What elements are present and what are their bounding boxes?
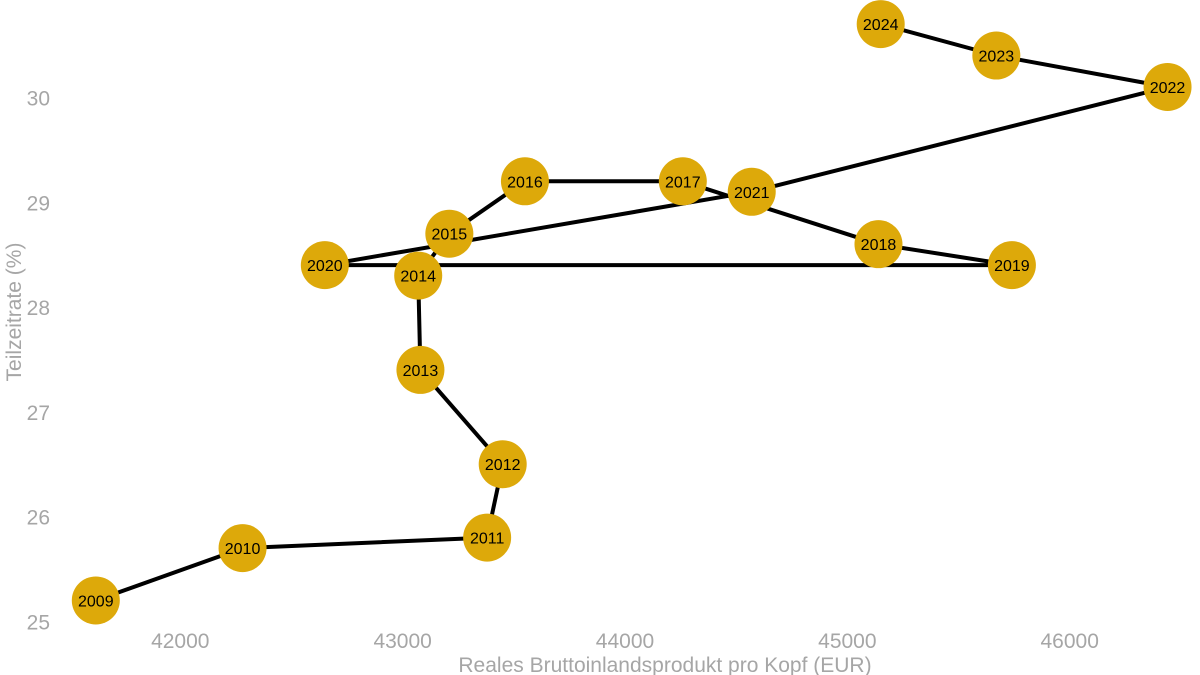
x-tick-label: 46000 [1041, 630, 1099, 653]
x-tick-label: 42000 [151, 630, 209, 653]
y-tick-label: 28 [27, 297, 50, 320]
x-axis-ticks: 42000 43000 44000 45000 46000 [151, 630, 1099, 653]
point-marker [71, 576, 120, 625]
data-points-group: 2009 2010 2011 2012 2013 2014 2015 2016 2017 2018… [71, 0, 1192, 625]
point-marker [425, 209, 474, 258]
data-point-2010: 2010 [218, 524, 267, 573]
point-label: 2016 [507, 174, 543, 191]
point-label: 2024 [863, 17, 899, 34]
x-tick-label: 43000 [373, 630, 431, 653]
point-label: 2017 [665, 174, 701, 191]
y-tick-label: 29 [27, 192, 50, 215]
point-marker [727, 167, 776, 216]
point-label: 2019 [994, 258, 1030, 275]
point-label: 2022 [1150, 80, 1186, 97]
y-tick-label: 25 [27, 611, 50, 634]
point-marker [987, 241, 1036, 290]
data-point-2014: 2014 [394, 251, 443, 300]
x-tick-label: 45000 [818, 630, 876, 653]
point-marker [972, 31, 1021, 80]
point-label: 2010 [225, 541, 261, 558]
point-label: 2020 [307, 258, 343, 275]
point-label: 2021 [734, 185, 770, 202]
y-axis-title: Teilzeitrate (%) [3, 243, 26, 382]
data-point-2021: 2021 [727, 167, 776, 216]
data-point-2016: 2016 [500, 157, 549, 206]
point-label: 2009 [78, 593, 114, 610]
y-tick-label: 30 [27, 87, 50, 110]
point-label: 2012 [485, 457, 521, 474]
point-marker [394, 251, 443, 300]
data-point-2015: 2015 [425, 209, 474, 258]
data-point-2020: 2020 [300, 241, 349, 290]
point-marker [856, 0, 905, 49]
point-label: 2013 [403, 363, 439, 380]
series-path [93, 22, 1170, 603]
data-point-2023: 2023 [972, 31, 1021, 80]
data-point-2012: 2012 [478, 440, 527, 489]
point-label: 2018 [861, 237, 897, 254]
data-point-2018: 2018 [854, 220, 903, 269]
point-marker [658, 157, 707, 206]
y-tick-label: 26 [27, 507, 50, 530]
data-point-2022: 2022 [1143, 62, 1192, 111]
series-line-group [93, 22, 1170, 603]
point-marker [478, 440, 527, 489]
data-point-2009: 2009 [71, 576, 120, 625]
y-tick-label: 27 [27, 402, 50, 425]
point-marker [500, 157, 549, 206]
point-marker [1143, 62, 1192, 111]
point-label: 2023 [979, 49, 1015, 66]
point-marker [300, 241, 349, 290]
point-label: 2014 [400, 269, 436, 286]
point-marker [854, 220, 903, 269]
y-axis-ticks: 25 26 27 28 29 30 [27, 87, 50, 634]
data-point-2019: 2019 [987, 241, 1036, 290]
data-point-2013: 2013 [396, 345, 445, 394]
point-marker [396, 345, 445, 394]
data-point-2024: 2024 [856, 0, 905, 49]
x-tick-label: 44000 [596, 630, 654, 653]
point-marker [218, 524, 267, 573]
point-marker [463, 513, 512, 562]
x-axis-title: Reales Bruttoinlandsprodukt pro Kopf (EU… [458, 654, 871, 675]
point-label: 2015 [432, 227, 468, 244]
point-label: 2011 [470, 531, 505, 548]
data-point-2011: 2011 [463, 513, 512, 562]
data-point-2017: 2017 [658, 157, 707, 206]
